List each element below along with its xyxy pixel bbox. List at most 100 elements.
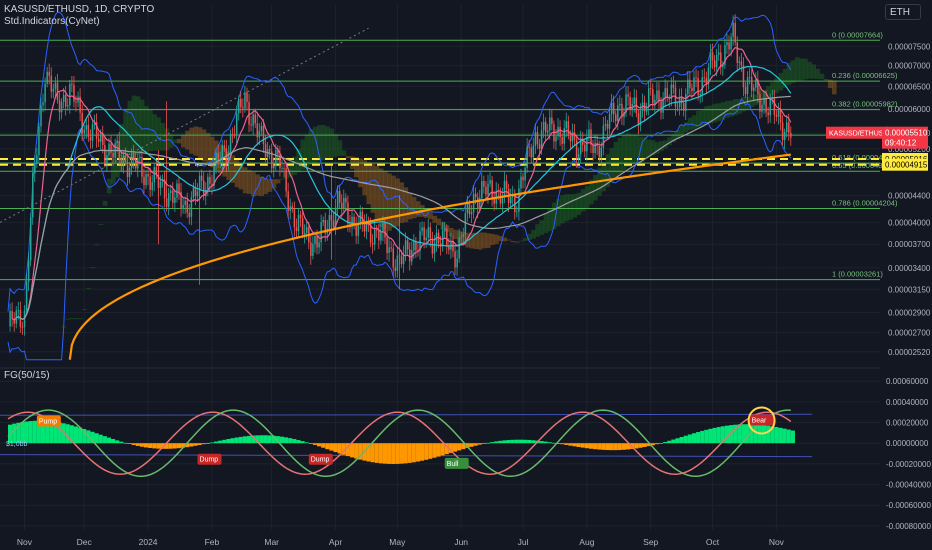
candle-body: [446, 228, 448, 247]
cloud-slice: [621, 135, 627, 170]
candle-body: [89, 137, 92, 141]
candle-body: [124, 155, 127, 162]
candle-body: [87, 125, 90, 138]
cloud-slice: [535, 224, 540, 237]
candle-body: [769, 98, 771, 116]
cloud-slice: [296, 149, 302, 173]
candle-body: [145, 174, 147, 186]
cloud-slice: [794, 57, 800, 82]
cloud-slice: [696, 110, 701, 128]
ma-fast: [11, 46, 792, 321]
candle-body: [324, 220, 327, 234]
candle-body: [100, 133, 102, 142]
histogram-bar: [457, 443, 462, 451]
histogram-bar: [218, 440, 223, 444]
candle-body: [85, 125, 88, 130]
histogram-bar: [40, 420, 46, 444]
candle-body: [174, 197, 176, 203]
candle-body: [493, 197, 495, 204]
osc-tick: -0.00020000: [886, 460, 931, 469]
candle-body: [359, 211, 362, 225]
price-tick: 0.00002700: [888, 328, 931, 337]
candle-body: [639, 110, 642, 126]
candle-body: [501, 195, 504, 204]
cloud-slice: [646, 139, 652, 157]
cloud-slice: [477, 232, 483, 250]
symbol-title[interactable]: KASUSD/ETHUSD, 1D, CRYPTO: [4, 4, 155, 15]
candle-body: [273, 165, 275, 169]
candle-body: [207, 176, 209, 190]
histogram-bar: [45, 420, 50, 444]
time-tick: May: [389, 537, 406, 547]
time-tick: Nov: [769, 537, 785, 547]
candle-body: [46, 71, 48, 84]
cloud-slice: [774, 78, 779, 93]
candle-body: [697, 78, 699, 96]
candle-body: [287, 191, 289, 211]
candle-body: [11, 311, 13, 319]
candle-body: [155, 167, 158, 175]
candle-body: [130, 152, 133, 168]
histogram-bar: [428, 443, 433, 459]
cloud-slice: [312, 126, 318, 164]
histogram-bar: [551, 442, 556, 444]
histogram-bar: [317, 443, 322, 447]
histogram-bar: [20, 422, 25, 444]
cloud-slice: [354, 157, 359, 178]
histogram-bar: [514, 439, 519, 444]
cloud-slice: [778, 73, 784, 91]
cloud-slice: [345, 156, 351, 159]
cloud-slice: [555, 198, 561, 227]
candle-body: [744, 87, 747, 95]
candle-body: [573, 132, 576, 140]
cloud-slice: [675, 130, 681, 139]
cloud-slice: [428, 212, 433, 220]
histogram-bar: [642, 443, 647, 448]
cloud-slice: [152, 114, 157, 151]
candle-body: [571, 132, 574, 142]
candle-body: [122, 155, 125, 165]
candle-body: [336, 191, 339, 208]
oscillator-axis[interactable]: 0.00060000 0.00040000 0.00020000 0.00000000…: [886, 377, 931, 531]
lower-pane-title[interactable]: FG(50/15): [4, 370, 50, 381]
cloud-slice: [510, 240, 516, 243]
candle-body: [27, 260, 30, 282]
cloud-slice: [160, 122, 166, 151]
candle-body: [761, 104, 763, 112]
histogram-bar: [263, 435, 268, 444]
price-axis[interactable]: 0.00007500 0.00007000 0.00006500 0.00006000…: [888, 42, 931, 356]
histogram-bar: [349, 443, 355, 458]
histogram-bar: [605, 443, 610, 451]
histogram-bar: [617, 443, 622, 451]
candle-body: [625, 94, 627, 113]
histogram-bar: [111, 439, 116, 444]
candle-body: [709, 52, 712, 68]
cloud-slice: [815, 68, 821, 79]
signal-label: Pump: [39, 419, 57, 426]
cloud-slice: [523, 238, 528, 242]
candle-body: [582, 139, 584, 145]
histogram-bar: [354, 443, 359, 459]
candle-body: [474, 193, 477, 198]
candle-body: [34, 163, 36, 174]
histogram-bar: [547, 442, 552, 444]
signal-badge: [197, 453, 222, 465]
cloud-slice: [741, 96, 746, 112]
histogram-bar: [485, 442, 491, 444]
currency-button[interactable]: ETH: [885, 4, 921, 20]
cloud-slice: [378, 168, 384, 227]
cloud-slice: [193, 126, 199, 156]
candle-body: [579, 139, 582, 155]
candle-body: [301, 218, 304, 235]
cloud-slice: [321, 124, 326, 161]
cloud-slice: [580, 189, 586, 212]
indicators-title[interactable]: Std.Indicators(CyNet): [4, 16, 100, 27]
fg-oscillator: Pump Dump Dump Bull Bear $1,0bb: [0, 406, 813, 478]
histogram-bar: [127, 443, 132, 444]
time-axis[interactable]: Nov Dec 2024 Feb Mar Apr May Jun Jul Aug Sep Oct Nov: [17, 537, 785, 547]
candle-body: [54, 82, 57, 89]
price-tick: 0.00003700: [888, 240, 931, 249]
candle-body: [200, 175, 203, 181]
candle-body: [715, 54, 718, 68]
